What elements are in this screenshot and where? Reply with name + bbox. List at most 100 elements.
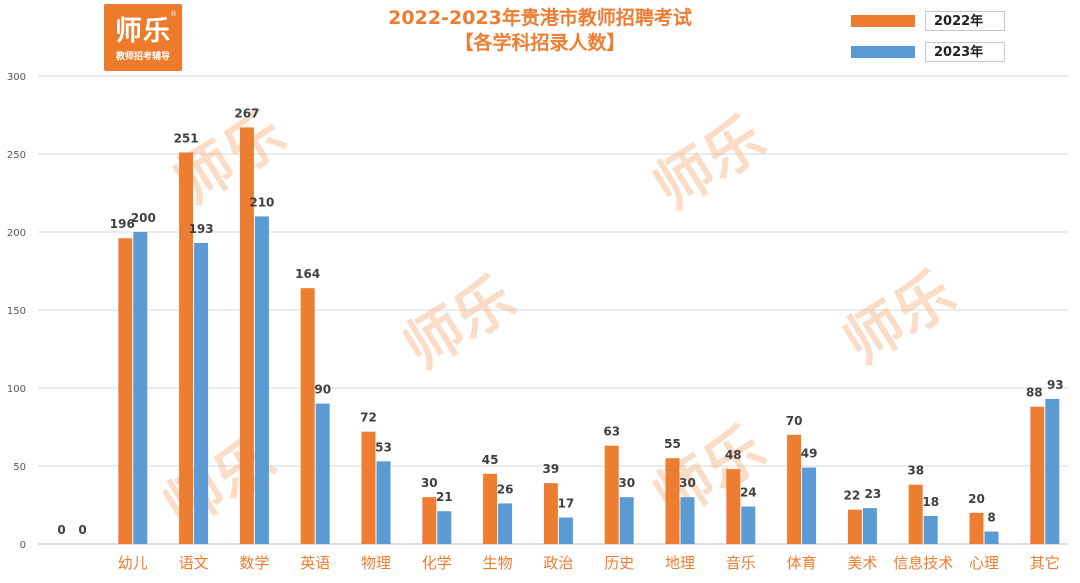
bar-2022: [1030, 406, 1045, 544]
data-label-2023: 30: [618, 476, 635, 490]
x-category-label: 心理: [969, 554, 999, 572]
y-axis-tick-labels: 0 50 100 150 200 250 300: [7, 72, 26, 551]
logo-subtitle: 教师招考辅导: [115, 52, 170, 62]
bar-2023: [984, 531, 999, 544]
bar-2022: [422, 497, 437, 544]
x-axis-category-labels: 幼儿 语文 数学 英语 物理 化学 生物 政治 历史 地理 音乐 体育 美术 信息技术 心理 其它: [118, 554, 1060, 572]
bar-2022: [179, 152, 194, 544]
data-label-2023: 17: [558, 496, 575, 510]
data-label-2023: 0: [78, 523, 86, 537]
data-label-2023: 210: [249, 195, 274, 209]
x-category-label: 数学: [239, 554, 269, 572]
data-label-2023: 53: [375, 440, 392, 454]
data-label-2022: 22: [844, 489, 861, 503]
chart-title-line2: 【各学科招录人数】: [454, 32, 626, 54]
bar-2023: [194, 242, 209, 545]
bar-2022: [665, 458, 680, 544]
x-category-label: 其它: [1030, 554, 1060, 572]
bar-2022: [239, 127, 254, 544]
logo-text: 师乐: [115, 16, 171, 47]
data-labels: 0 019620025119326721016490725330214526391…: [57, 106, 1063, 537]
chart-title-line1: 2022-2023年贵港市教师招聘考试: [388, 7, 692, 29]
data-label-2022: 267: [234, 106, 259, 120]
legend-swatch-2023: [851, 46, 915, 58]
bar-2023: [437, 511, 452, 544]
chart-title: 2022-2023年贵港市教师招聘考试 【各学科招录人数】: [300, 6, 780, 56]
data-label-2022: 48: [725, 448, 742, 462]
data-label-2022: 39: [543, 462, 560, 476]
y-tick-label: 50: [13, 462, 26, 473]
data-label-2022: 0: [57, 523, 65, 537]
data-label-2023: 93: [1047, 378, 1064, 392]
data-label-2022: 55: [664, 437, 681, 451]
x-category-label: 信息技术: [893, 554, 953, 572]
legend-swatch-2022: [851, 15, 915, 27]
x-category-label: 幼儿: [118, 554, 148, 572]
data-label-2022: 45: [482, 453, 499, 467]
bar-2023: [376, 461, 391, 544]
bar-2023: [558, 517, 573, 544]
y-tick-label: 300: [7, 72, 26, 83]
x-category-label: 化学: [422, 554, 452, 572]
y-tick-label: 250: [7, 150, 26, 161]
watermark-text: 师乐: [642, 413, 776, 532]
bar-2022: [483, 473, 498, 544]
legend-item-2023: 2023年: [851, 42, 1011, 64]
bar-2022: [118, 238, 133, 545]
data-label-2022: 70: [786, 414, 803, 428]
legend-label-2022: 2022年: [925, 11, 1005, 31]
y-tick-label: 100: [7, 384, 26, 395]
x-category-label: 物理: [361, 554, 391, 572]
data-label-2023: 24: [740, 486, 757, 500]
bar-2022: [543, 483, 558, 544]
data-label-2022: 164: [295, 267, 320, 281]
bars: [118, 127, 1060, 545]
gridlines: [38, 75, 1068, 545]
legend-item-2022: 2022年: [851, 11, 1011, 33]
y-tick-label: 150: [7, 306, 26, 317]
data-label-2023: 90: [314, 383, 331, 397]
data-label-2022: 251: [174, 131, 199, 145]
x-category-label: 音乐: [726, 554, 756, 572]
data-label-2022: 30: [421, 476, 438, 490]
x-category-label: 政治: [543, 554, 573, 572]
x-category-label: 英语: [300, 554, 330, 572]
legend-label-2023: 2023年: [925, 42, 1005, 62]
x-category-label: 体育: [787, 554, 817, 572]
data-label-2023: 8: [987, 511, 995, 525]
data-label-2023: 49: [801, 447, 818, 461]
bar-2023: [680, 497, 695, 544]
data-label-2022: 20: [968, 492, 985, 506]
data-label-2023: 26: [497, 482, 514, 496]
x-category-label: 美术: [847, 554, 877, 572]
y-tick-label: 0: [20, 540, 26, 551]
x-category-label: 地理: [665, 554, 695, 572]
logo-registered-mark: ®: [170, 10, 177, 18]
bar-2022: [726, 469, 741, 544]
data-label-2022: 196: [110, 217, 135, 231]
data-label-2022: 88: [1026, 386, 1043, 400]
bar-2023: [741, 506, 756, 544]
data-label-2023: 193: [189, 222, 214, 236]
bar-2023: [619, 497, 634, 544]
watermark-text: 师乐: [392, 263, 526, 382]
bar-2023: [315, 403, 330, 544]
data-label-2022: 72: [360, 411, 377, 425]
bar-2022: [969, 512, 984, 544]
data-label-2022: 63: [603, 425, 620, 439]
bar-2023: [498, 503, 513, 544]
x-category-label: 语文: [179, 554, 209, 572]
bar-2022: [908, 484, 923, 544]
bar-2022: [604, 445, 619, 544]
y-tick-label: 200: [7, 228, 26, 239]
bar-2023: [1045, 398, 1060, 544]
data-label-2023: 21: [436, 490, 453, 504]
bar-2022: [787, 434, 802, 544]
x-category-label: 生物: [483, 554, 513, 572]
bar-2022: [361, 431, 376, 544]
watermark-text: 师乐: [832, 258, 966, 377]
bar-2022: [300, 288, 315, 544]
data-label-2023: 23: [865, 487, 882, 501]
brand-logo: 师乐 ® 教师招考辅导: [104, 4, 182, 71]
